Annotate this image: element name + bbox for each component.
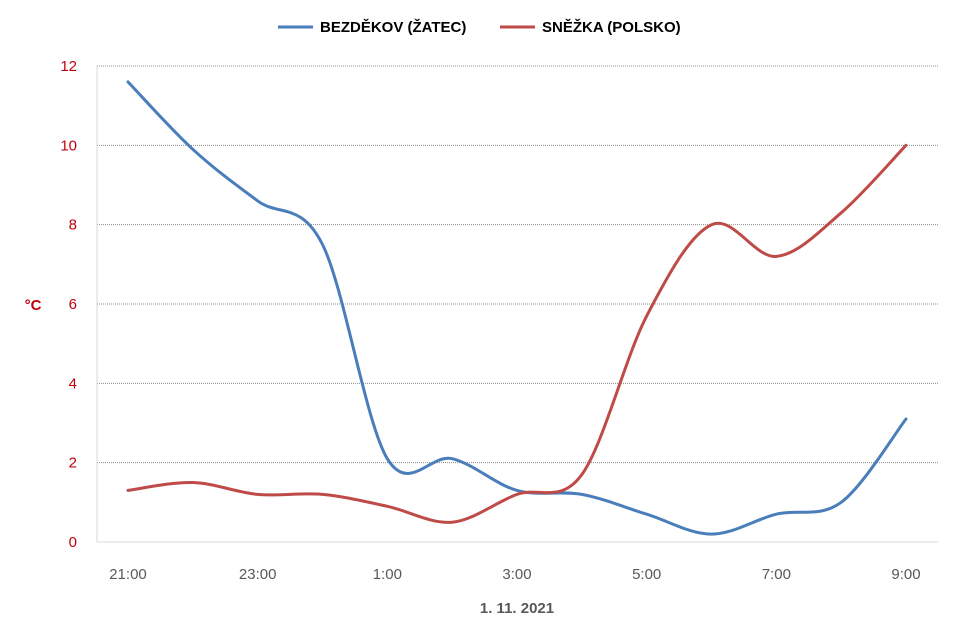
legend-label-snezka: SNĚŽKA (POLSKO) xyxy=(542,18,681,36)
series-lines xyxy=(126,80,908,536)
legend: BEZDĚKOV (ŽATEC) SNĚŽKA (POLSKO) xyxy=(278,18,681,36)
legend-label-bezdekov: BEZDĚKOV (ŽATEC) xyxy=(320,18,466,36)
x-tick-label: 21:00 xyxy=(109,566,147,583)
series-line-snezka xyxy=(126,143,908,524)
x-axis-label: 1. 11. 2021 xyxy=(480,600,554,617)
y-tick-label: 10 xyxy=(60,137,77,154)
x-tick-label: 3:00 xyxy=(502,566,531,583)
x-tick-label: 9:00 xyxy=(891,566,920,583)
x-tick-label: 23:00 xyxy=(239,566,277,583)
y-tick-label: 0 xyxy=(69,534,77,551)
y-tick-label: 6 xyxy=(69,296,77,313)
x-tick-labels: 21:00 23:00 1:00 3:00 5:00 7:00 9:00 xyxy=(109,566,920,583)
y-tick-labels: 0 2 4 6 8 10 12 xyxy=(60,58,77,551)
y-axis-label: °C xyxy=(25,297,42,314)
x-tick-label: 1:00 xyxy=(373,566,402,583)
y-tick-label: 4 xyxy=(69,375,77,392)
y-tick-label: 12 xyxy=(60,58,77,75)
y-tick-label: 2 xyxy=(69,455,77,472)
gridlines xyxy=(97,65,938,464)
x-tick-label: 7:00 xyxy=(762,566,791,583)
y-tick-label: 8 xyxy=(69,217,77,234)
series-line-bezdekov xyxy=(126,80,908,536)
x-tick-label: 5:00 xyxy=(632,566,661,583)
axes xyxy=(96,66,938,543)
